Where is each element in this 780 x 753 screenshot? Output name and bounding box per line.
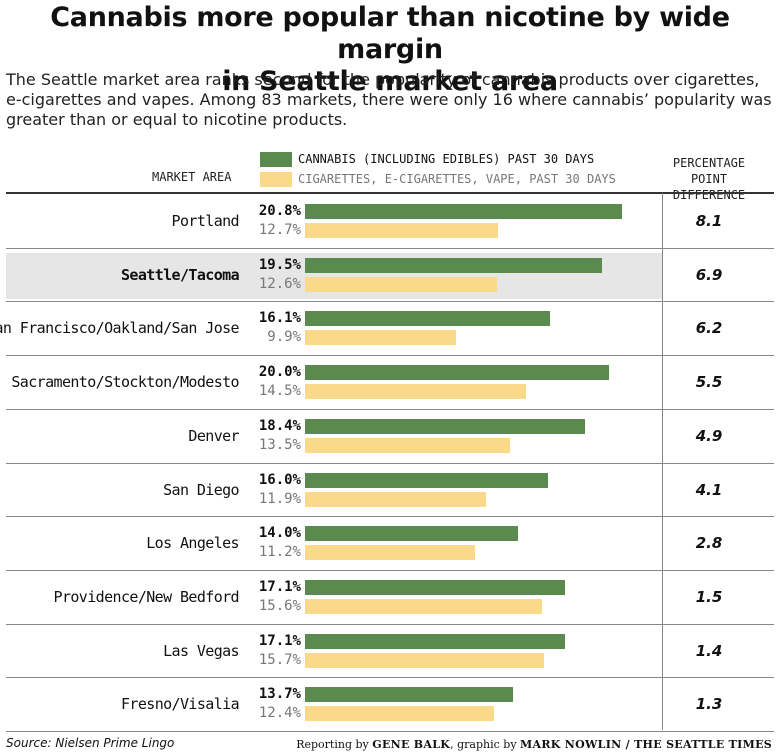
cannabis-value-label: 18.4%	[258, 417, 301, 434]
nicotine-value-label: 11.2%	[258, 544, 301, 561]
market-label: Providence/New Bedford	[53, 587, 240, 606]
row-divider	[6, 247, 774, 249]
market-label: Denver	[188, 426, 239, 445]
market-label: Los Angeles	[146, 534, 239, 553]
cannabis-value-label: 20.0%	[258, 364, 301, 381]
cannabis-bar	[305, 526, 519, 542]
market-label: San Diego	[163, 480, 239, 499]
difference-value: 5.5	[695, 373, 723, 392]
nicotine-value-label: 15.6%	[258, 597, 301, 614]
nicotine-value-label: 12.7%	[258, 222, 301, 238]
nicotine-bar	[305, 276, 497, 292]
pct-diff-header-line-2: POINT DIFFERENCE	[672, 172, 746, 202]
row-divider	[6, 301, 774, 303]
difference-value: 1.5	[695, 587, 723, 606]
cannabis-bar	[305, 579, 566, 595]
row-divider	[6, 623, 774, 625]
credit-line: Reporting by GENE BALK, graphic by MARK …	[296, 738, 772, 751]
cannabis-value-label: 16.1%	[258, 310, 301, 327]
nicotine-bar	[305, 598, 543, 614]
source-note: Source: Nielsen Prime Lingo	[6, 736, 175, 750]
chart-subtitle: The Seattle market area ranks second for…	[6, 70, 776, 130]
difference-value: 4.1	[695, 480, 723, 499]
nicotine-bar	[305, 491, 487, 507]
cannabis-value-label: 14.0%	[258, 525, 301, 542]
title-line-1: Cannabis more popular than nicotine by w…	[50, 2, 730, 65]
column-divider	[662, 193, 663, 730]
row-divider	[6, 569, 774, 571]
difference-value: 8.1	[695, 212, 723, 230]
nicotine-value-label: 12.6%	[258, 275, 301, 292]
cannabis-bar	[305, 472, 549, 488]
row-divider	[6, 462, 774, 464]
difference-value: 2.8	[695, 534, 723, 553]
cannabis-value-label: 20.8%	[258, 203, 301, 219]
legend-swatch-nicotine	[260, 172, 292, 187]
market-area-header: MARKET AREA	[152, 170, 232, 184]
header-rule	[6, 192, 774, 194]
difference-value: 4.9	[695, 426, 723, 445]
legend-swatch-cannabis	[260, 152, 292, 167]
credit-reporter: GENE BALK	[372, 738, 451, 751]
nicotine-value-label: 9.9%	[267, 329, 301, 346]
nicotine-bar	[305, 652, 544, 668]
difference-value: 6.9	[695, 265, 723, 284]
credit-prefix: Reporting by	[296, 738, 373, 751]
nicotine-value-label: 13.5%	[258, 436, 301, 453]
nicotine-bar	[305, 330, 456, 346]
row-divider	[6, 408, 774, 410]
nicotine-value-label: 12.4%	[258, 705, 301, 722]
legend-label-nicotine: CIGARETTES, E-CIGARETTES, VAPE, PAST 30 …	[298, 172, 616, 186]
difference-value: 6.2	[695, 319, 723, 338]
credit-mid: , graphic by	[450, 738, 521, 751]
cannabis-value-label: 19.5%	[258, 256, 301, 273]
cannabis-bar	[305, 311, 550, 327]
difference-value: 1.3	[695, 695, 723, 714]
legend-label-cannabis: CANNABIS (INCLUDING EDIBLES) PAST 30 DAY…	[298, 152, 595, 166]
cannabis-bar	[305, 687, 514, 703]
credit-artist: MARK NOWLIN / THE SEATTLE TIMES	[520, 738, 772, 751]
chart-title: Cannabis more popular than nicotine by w…	[0, 2, 780, 98]
nicotine-value-label: 15.7%	[258, 651, 301, 668]
subtitle-line-2: e-cigarettes and vapes. Among 83 markets…	[6, 90, 772, 109]
cannabis-bar	[305, 418, 585, 434]
nicotine-bar	[305, 384, 526, 400]
row-divider	[6, 516, 774, 518]
market-label: Las Vegas	[163, 641, 239, 660]
nicotine-bar	[305, 437, 511, 453]
market-label: Portland	[171, 212, 240, 230]
title-line-2: in Seattle market area	[222, 66, 558, 97]
market-label: Sacramento/Stockton/Modesto	[11, 373, 239, 392]
market-label: Fresno/Visalia	[120, 695, 240, 714]
pct-diff-header-line-1: PERCENTAGE	[672, 156, 746, 170]
row-divider	[6, 355, 774, 357]
cannabis-value-label: 17.1%	[258, 578, 301, 595]
subtitle-line-1: The Seattle market area ranks second for…	[6, 70, 760, 89]
cannabis-bar	[305, 204, 622, 219]
cannabis-value-label: 16.0%	[258, 471, 301, 488]
cannabis-value-label: 13.7%	[258, 686, 301, 703]
market-label: San Francisco/Oakland/San Jose	[0, 319, 240, 338]
nicotine-bar	[305, 545, 476, 561]
nicotine-value-label: 14.5%	[258, 383, 301, 400]
pct-diff-header: PERCENTAGE POINT DIFFERENCE	[664, 155, 754, 203]
cannabis-bar	[305, 365, 610, 381]
difference-value: 1.4	[695, 641, 723, 660]
subtitle-line-3: greater than or equal to nicotine produc…	[6, 110, 348, 129]
row-divider	[6, 677, 774, 679]
row-divider	[6, 731, 774, 732]
market-label: Seattle/Tacoma	[120, 265, 240, 284]
cannabis-bar	[305, 633, 566, 649]
nicotine-bar	[305, 706, 494, 722]
cannabis-bar	[305, 257, 602, 273]
cannabis-value-label: 17.1%	[258, 632, 301, 649]
nicotine-bar	[305, 223, 499, 238]
nicotine-value-label: 11.9%	[258, 490, 301, 507]
